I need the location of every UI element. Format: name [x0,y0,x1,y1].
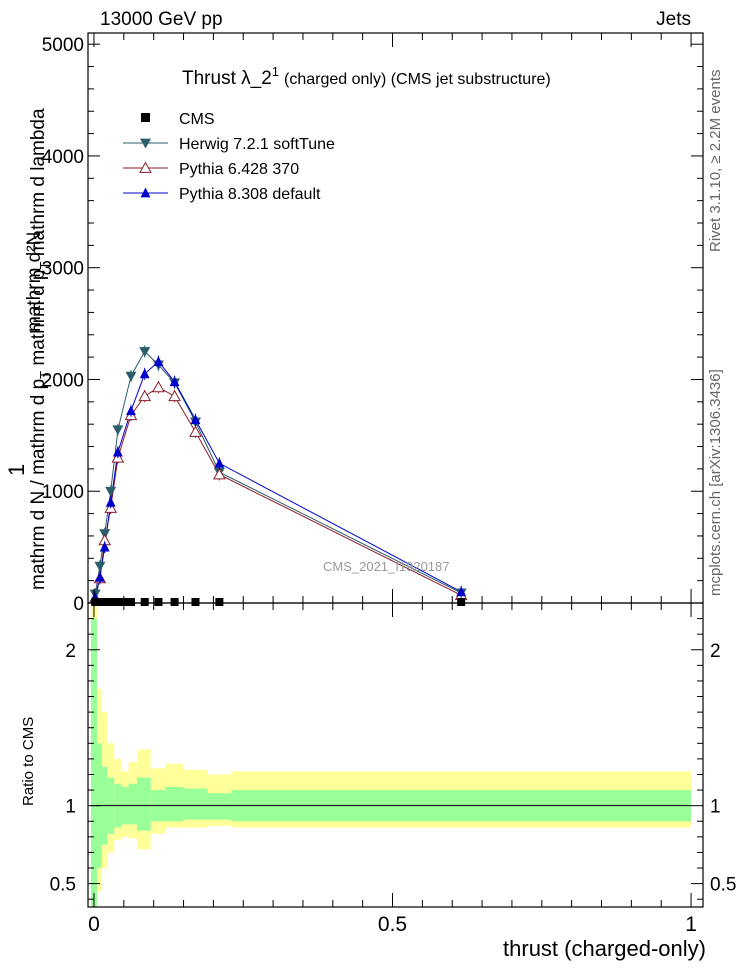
legend-label: Herwig 7.2.1 softTune [179,136,335,153]
y-label-left-num: mathrm d N / mathrm d pT mathrm d pT mat… [28,108,52,590]
cms-point [140,598,149,606]
title-rest: (charged only) (CMS jet substructure) [284,71,551,88]
data-point [456,586,467,597]
x-tick-label: 1 [685,913,697,936]
cms-point [457,598,466,606]
legend: CMS Herwig 7.2.1 softTune Pythia 6.428 370… [123,111,335,203]
data-point [94,571,105,582]
data-point [105,496,116,507]
legend-marker [139,161,152,173]
ratio-y-tick-label-right: 0.5 [710,875,736,896]
ratio-y-tick-label: 2 [65,641,76,662]
header-left: 13000 GeV pp [100,9,223,30]
cms-point [95,598,104,606]
series-points [88,345,468,605]
ratio-y-tick-label-right: 2 [710,641,721,662]
cms-point [215,598,224,606]
chart-title: Thrust λ_21 (charged only) (CMS jet subst… [182,64,551,89]
y-tick-label: 0 [73,594,84,615]
cms-point [106,598,115,606]
band-inner [90,618,97,907]
cms-point [170,598,179,606]
legend-label: CMS [179,111,215,128]
ratio-y-label: Ratio to CMS [20,716,37,806]
data-point [125,371,137,382]
data-point [168,389,181,402]
legend-marker [141,113,150,122]
data-point [190,414,201,425]
y-tick-label: 5000 [42,35,84,56]
y-tick-label: 2000 [42,370,84,391]
header-right: Jets [656,9,691,30]
legend-label: Pythia 8.308 default [179,186,321,203]
cms-point [191,598,200,606]
data-point [153,356,164,366]
cms-point [126,598,135,606]
side-label-rivet: Rivet 3.1.10, ≥ 2.2M events [707,69,724,253]
cms-points [91,598,466,606]
cms-point [91,598,100,606]
data-point [139,368,150,379]
x-tick-label: 0 [88,913,100,936]
title-main: Thrust λ_2 [182,68,272,89]
cms-point [113,598,122,606]
band-inner [207,793,232,820]
data-point [105,486,117,497]
series-line-2 [94,360,462,598]
band-inner [128,783,137,825]
data-point [152,380,165,393]
x-axis-label: thrust (charged-only) [503,936,706,961]
data-point [112,446,123,457]
title-superscript: 1 [272,64,279,79]
tick-labels: 0 1000 2000 3000 4000 5000 0.5 0.5 1 1 2 2 0 0.5 1 [42,35,737,936]
series-line-0 [94,350,462,595]
y-label-one: 1 [4,463,29,476]
axis-ticks [88,33,703,907]
y-tick-label: 4000 [42,147,84,168]
y-tick-label: 3000 [42,259,84,280]
data-point [126,405,136,416]
data-point [214,457,225,468]
x-tick-label: 0.5 [378,913,407,936]
data-point [213,467,226,480]
data-point [112,425,124,436]
data-point [99,541,110,552]
band-inner [136,777,151,831]
legend-marker [140,138,151,149]
ratio-y-tick-label: 0.5 [50,875,76,896]
cms-point [154,598,163,606]
ratio-y-tick-label-right: 1 [710,797,721,818]
data-point [139,347,151,358]
y-tick-label: 1000 [42,482,84,503]
band-inner [183,788,208,820]
data-point [169,376,180,387]
ratio-plot-frame [87,602,704,908]
side-label-mcplots: mcplots.cern.ch [arXiv:1306.3436] [707,369,724,596]
watermark: CMS_2021_I1920187 [323,559,450,574]
legend-marker [140,187,151,198]
ratio-uncertainty-bands [90,603,692,907]
data-point [138,389,152,402]
data-point [189,425,202,437]
legend-label: Pythia 6.428 370 [179,161,299,178]
ratio-y-tick-label: 1 [65,797,76,818]
data-point [94,561,106,572]
band-inner [165,786,184,822]
cms-point [100,598,109,606]
